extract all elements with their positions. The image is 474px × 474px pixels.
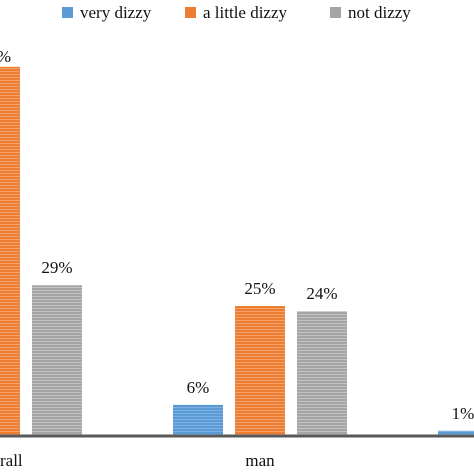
legend-swatch-very-dizzy xyxy=(62,7,73,18)
bars-group xyxy=(0,66,474,437)
bar-overall-not-dizzy xyxy=(32,285,82,436)
data-label-overall-not-dizzy: 29% xyxy=(41,258,72,277)
x-tick-label-man: man xyxy=(245,451,275,470)
bar-man-a-little-dizzy xyxy=(235,306,285,436)
chart-legend: very dizzy a little dizzy not dizzy xyxy=(62,3,411,22)
legend-label-a-little-dizzy: a little dizzy xyxy=(203,3,288,22)
data-label-man-not-dizzy: 24% xyxy=(306,284,337,303)
data-label-woman-very-dizzy: 1% xyxy=(452,404,474,423)
data-label-man-very-dizzy: 6% xyxy=(187,378,210,397)
legend-swatch-a-little-dizzy xyxy=(185,7,196,18)
x-tick-label-overall: rall xyxy=(0,451,23,470)
legend-swatch-not-dizzy xyxy=(330,7,341,18)
legend-label-very-dizzy: very dizzy xyxy=(80,3,152,22)
data-label-overall-a-little-dizzy: % xyxy=(0,47,11,66)
bar-man-very-dizzy xyxy=(173,404,223,436)
data-label-man-a-little-dizzy: 25% xyxy=(244,279,275,298)
x-tick-labels-group: rall man xyxy=(0,451,275,470)
bar-overall-a-little-dizzy xyxy=(0,66,20,437)
data-labels-group: 6% 1%% 25% 29% 24% xyxy=(0,47,474,423)
bar-man-not-dizzy xyxy=(297,311,347,436)
legend-label-not-dizzy: not dizzy xyxy=(348,3,411,22)
bar-woman-very-dizzy xyxy=(438,430,474,436)
